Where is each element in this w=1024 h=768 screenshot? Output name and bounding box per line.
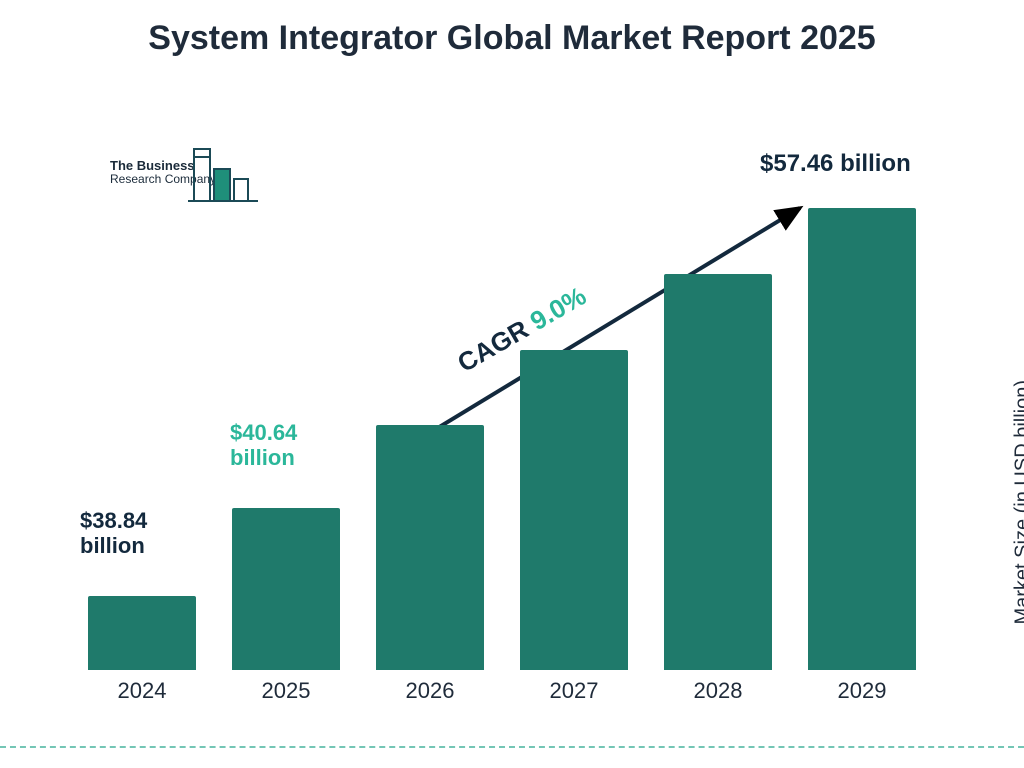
plot-area: $38.84billion $40.64billion $57.46 billion… bbox=[80, 150, 950, 670]
page-root: System Integrator Global Market Report 2… bbox=[0, 0, 1024, 768]
bar bbox=[808, 208, 916, 670]
footer-divider bbox=[0, 746, 1024, 748]
bar bbox=[376, 425, 484, 670]
bar bbox=[88, 596, 196, 670]
bar bbox=[232, 508, 340, 670]
x-axis-label: 2028 bbox=[664, 678, 772, 704]
x-axis-label: 2024 bbox=[88, 678, 196, 704]
bar bbox=[664, 274, 772, 670]
value-callout: $40.64billion bbox=[230, 420, 297, 471]
x-axis-label: 2027 bbox=[520, 678, 628, 704]
bar bbox=[520, 350, 628, 670]
x-axis-label: 2029 bbox=[808, 678, 916, 704]
y-axis-title: Market Size (in USD billion) bbox=[1012, 380, 1024, 625]
x-axis-label: 2025 bbox=[232, 678, 340, 704]
value-callout: $57.46 billion bbox=[760, 150, 911, 178]
chart-title: System Integrator Global Market Report 2… bbox=[0, 18, 1024, 58]
value-callout: $38.84billion bbox=[80, 508, 147, 559]
bar-chart: $38.84billion $40.64billion $57.46 billion… bbox=[80, 150, 950, 710]
x-axis-label: 2026 bbox=[376, 678, 484, 704]
